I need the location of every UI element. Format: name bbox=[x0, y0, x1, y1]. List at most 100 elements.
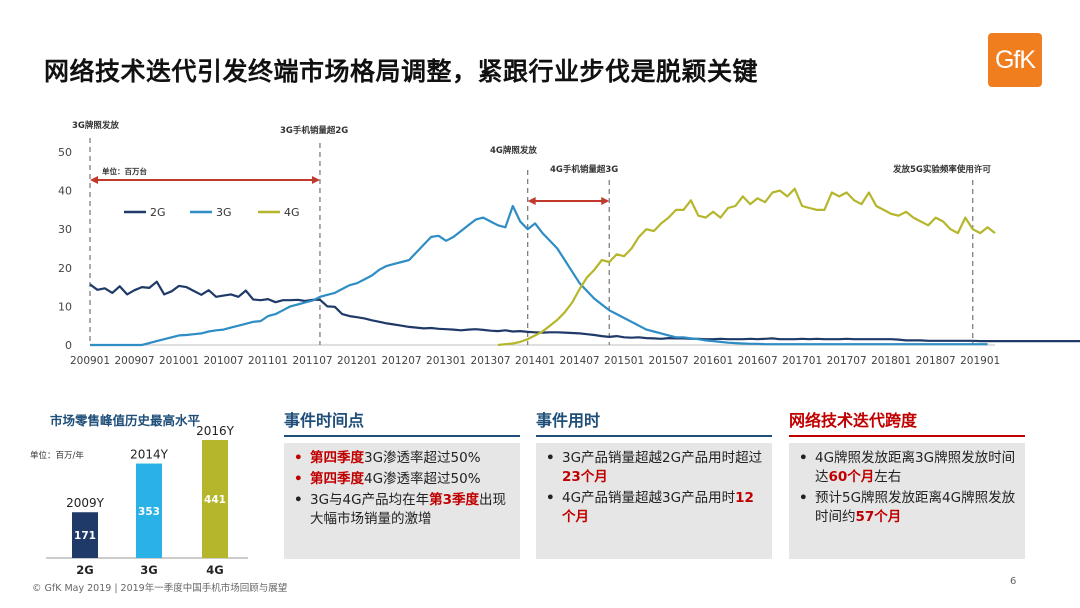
bullet-dot-icon: • bbox=[799, 450, 808, 466]
panel-content: • 4G牌照发放距离3G牌照发放时间达60个月左右 • 预计5G牌照发放距离4G牌照发… bbox=[789, 443, 1025, 559]
panel-event-timing: 事件时间点 • 第四季度3G渗透率超过50% • 第四季度4G渗透率超过50% • 3G与… bbox=[284, 407, 520, 559]
y-tick-label: 0 bbox=[65, 339, 72, 352]
annotation-label: 4G牌照发放 bbox=[490, 145, 537, 156]
x-tick-label: 201207 bbox=[382, 355, 422, 367]
annotation-label: 3G牌照发放 bbox=[72, 120, 119, 131]
x-tick-label: 201001 bbox=[159, 355, 199, 367]
bar-category-label: 4G bbox=[206, 563, 223, 577]
highlight-text: 第四季度 bbox=[310, 471, 364, 487]
annotation-label: 发放5G实验频率使用许可 bbox=[892, 164, 991, 175]
bullet-text: 4G渗透率超过50% bbox=[364, 471, 481, 487]
span-arrow-4g-head-left bbox=[527, 197, 536, 205]
x-tick-label: 201307 bbox=[471, 355, 511, 367]
legend-label-3G: 3G bbox=[216, 206, 232, 219]
y-tick-label: 10 bbox=[58, 300, 72, 313]
bullet-item: • 第四季度4G渗透率超过50% bbox=[294, 470, 512, 489]
bar-value-label: 353 bbox=[138, 506, 160, 518]
bullet-text: 3G渗透率超过50% bbox=[364, 450, 481, 466]
panel-title: 网络技术迭代跨度 bbox=[789, 411, 918, 430]
x-tick-label: 201607 bbox=[738, 355, 778, 367]
panel-content: • 3G产品销量超越2G产品用时超过 23个月 • 4G产品销量超越3G产品用时12个月 bbox=[536, 443, 772, 559]
bullet-item: • 预计5G牌照发放距离4G牌照发放时间约57个月 bbox=[799, 489, 1017, 527]
legend-label-2G: 2G bbox=[150, 206, 166, 219]
bar-3G bbox=[136, 463, 162, 558]
y-tick-label: 20 bbox=[58, 262, 72, 275]
bullet-dot-icon: • bbox=[799, 490, 808, 506]
highlight-text: 12个月 bbox=[562, 490, 754, 525]
y-tick-label: 30 bbox=[58, 223, 72, 236]
bar-value-label: 171 bbox=[74, 530, 96, 542]
highlight-text: 60个月 bbox=[828, 469, 875, 485]
span-arrow-3g-head-left bbox=[90, 176, 98, 184]
x-tick-label: 201107 bbox=[292, 355, 332, 367]
gfk-logo: GfK bbox=[988, 33, 1042, 87]
x-tick-label: 201201 bbox=[337, 355, 377, 367]
bar-year-label: 2016Y bbox=[196, 424, 235, 438]
y-tick-label: 40 bbox=[58, 185, 72, 198]
bullet-item: • 4G产品销量超越3G产品用时12个月 bbox=[546, 489, 764, 527]
bullet-text: 预计5G牌照发放距离4G牌照发放时间约 bbox=[815, 490, 1016, 525]
bullet-dot-icon: • bbox=[294, 471, 303, 487]
panel-tech-span: 网络技术迭代跨度 • 4G牌照发放距离3G牌照发放时间达60个月左右 • 预计5G牌照… bbox=[789, 407, 1025, 559]
bullet-item: • 第四季度3G渗透率超过50% bbox=[294, 449, 512, 468]
x-tick-label: 201901 bbox=[960, 355, 1000, 367]
x-tick-label: 201507 bbox=[649, 355, 689, 367]
panel-event-duration: 事件用时 • 3G产品销量超越2G产品用时超过 23个月 • 4G产品销量超越3G产品用… bbox=[536, 407, 772, 559]
bullet-dot-icon: • bbox=[546, 450, 555, 466]
x-tick-label: 200907 bbox=[114, 355, 154, 367]
bullet-text: 3G产品销量超越2G产品用时超过 bbox=[562, 450, 763, 466]
panel-divider bbox=[789, 435, 1025, 437]
annotation-label: 4G手机销量超3G bbox=[550, 164, 618, 175]
bar-category-label: 3G bbox=[140, 563, 157, 577]
x-tick-label: 201701 bbox=[782, 355, 822, 367]
page-title: 网络技术迭代引发终端市场格局调整，紧跟行业步伐是脱颖关键 bbox=[44, 57, 759, 86]
footer-copyright: © GfK May 2019 | 2019年一季度中国手机市场回顾与展望 bbox=[32, 583, 288, 594]
x-tick-label: 201601 bbox=[693, 355, 733, 367]
highlight-text: 23个月 bbox=[562, 469, 608, 485]
series-line-4G bbox=[497, 187, 996, 347]
panel-divider bbox=[536, 435, 772, 437]
panel-divider bbox=[284, 435, 520, 437]
bullet-text: 左右 bbox=[874, 469, 902, 485]
highlight-text: 57个月 bbox=[855, 509, 902, 525]
x-tick-label: 201807 bbox=[916, 355, 956, 367]
panel-content: • 第四季度3G渗透率超过50% • 第四季度4G渗透率超过50% • 3G与4G产品均在… bbox=[284, 443, 520, 559]
x-tick-label: 201501 bbox=[604, 355, 644, 367]
bullet-text: 4G产品销量超越3G产品用时 bbox=[562, 490, 736, 506]
x-tick-label: 201101 bbox=[248, 355, 288, 367]
x-tick-label: 201407 bbox=[560, 355, 600, 367]
span-arrow-3g-head-right bbox=[311, 176, 320, 184]
bullet-item: • 3G与4G产品均在年第3季度出现大幅市场销量的激增 bbox=[294, 491, 512, 529]
bullet-dot-icon: • bbox=[294, 450, 303, 466]
legend-label-4G: 4G bbox=[284, 206, 300, 219]
x-tick-label: 200901 bbox=[70, 355, 110, 367]
highlight-text: 第四季度 bbox=[310, 450, 364, 466]
x-tick-label: 201707 bbox=[827, 355, 867, 367]
annotation-label: 3G手机销量超2G bbox=[280, 125, 348, 136]
bullet-dot-icon: • bbox=[546, 490, 555, 506]
page-number: 6 bbox=[1010, 576, 1017, 587]
highlight-text: 第3季度 bbox=[429, 492, 480, 508]
bullet-item: • 4G牌照发放距离3G牌照发放时间达60个月左右 bbox=[799, 449, 1017, 487]
bar-4G bbox=[202, 440, 228, 558]
bullet-item: • 3G产品销量超越2G产品用时超过 23个月 bbox=[546, 449, 764, 487]
bar-year-label: 2014Y bbox=[130, 448, 169, 462]
bullet-dot-icon: • bbox=[294, 492, 303, 508]
bullet-text: 出现大幅市场销量的激增 bbox=[310, 492, 507, 527]
x-tick-label: 201007 bbox=[203, 355, 243, 367]
panel-title: 事件时间点 bbox=[284, 411, 365, 430]
y-tick-label: 50 bbox=[58, 146, 72, 159]
bar-chart-title: 市场零售峰值历史最高水平 bbox=[50, 413, 201, 428]
bar-value-label: 441 bbox=[204, 494, 226, 506]
chart-unit: 单位：百万台 bbox=[102, 166, 147, 176]
x-tick-label: 201401 bbox=[515, 355, 555, 367]
x-tick-label: 201801 bbox=[871, 355, 911, 367]
bar-category-label: 2G bbox=[76, 563, 93, 577]
bar-year-label: 2009Y bbox=[66, 496, 105, 510]
x-tick-label: 201301 bbox=[426, 355, 466, 367]
bar-chart-unit: 单位：百万/年 bbox=[30, 451, 84, 461]
series-line-3G bbox=[90, 204, 988, 347]
span-arrow-4g-head-right bbox=[601, 197, 610, 205]
